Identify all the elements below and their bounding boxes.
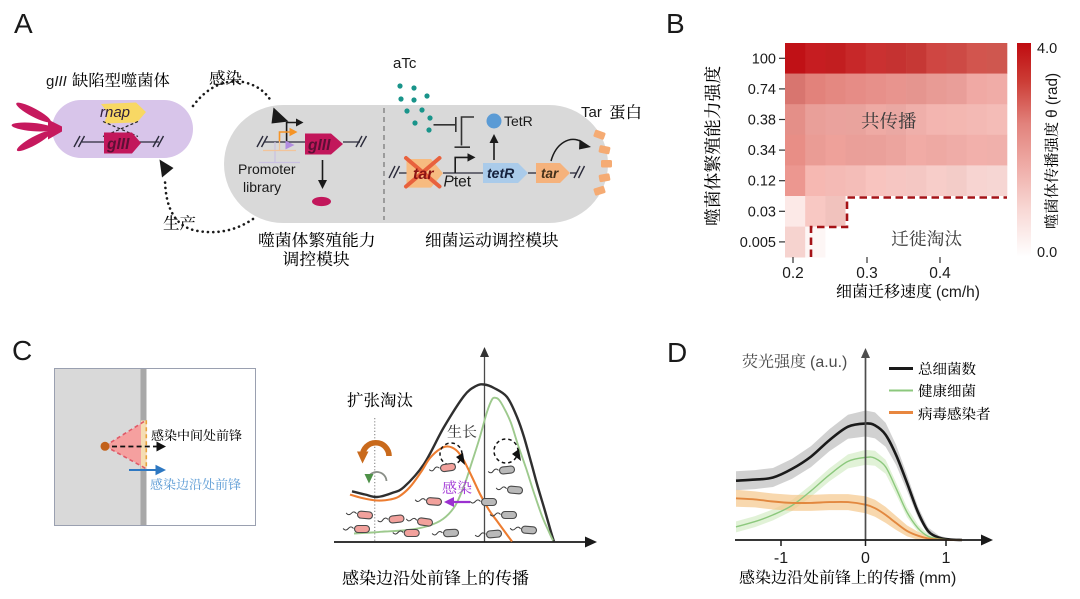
svg-text:(a.u.): (a.u.) <box>810 354 847 371</box>
svg-text:D: D <box>667 337 687 368</box>
svg-text:B: B <box>666 8 685 39</box>
svg-text:0: 0 <box>861 550 870 567</box>
svg-text:gIII: gIII <box>307 137 331 154</box>
svg-text:Promoter: Promoter <box>238 161 296 177</box>
svg-text:library: library <box>243 179 281 195</box>
svg-text:gIII: gIII <box>46 73 67 90</box>
svg-text:0.38: 0.38 <box>748 113 776 129</box>
svg-text:0.4: 0.4 <box>929 265 951 282</box>
svg-text:(mm): (mm) <box>919 570 956 587</box>
svg-text:Tar: Tar <box>581 104 602 121</box>
svg-text:0.74: 0.74 <box>748 82 776 98</box>
svg-text:1: 1 <box>942 550 951 567</box>
svg-text:100: 100 <box>752 51 776 67</box>
svg-text:0.0: 0.0 <box>1037 245 1057 261</box>
svg-text:0.03: 0.03 <box>748 204 776 220</box>
svg-text:A: A <box>14 8 33 39</box>
svg-text:rnap: rnap <box>100 104 130 121</box>
svg-text:4.0: 4.0 <box>1037 41 1057 57</box>
svg-text:0.34: 0.34 <box>748 143 776 159</box>
svg-text:-1: -1 <box>774 550 788 567</box>
svg-text:0.3: 0.3 <box>856 265 878 282</box>
svg-text:tar: tar <box>541 166 559 181</box>
svg-text:aTc: aTc <box>393 55 417 72</box>
svg-text:Ptet: Ptet <box>444 174 472 191</box>
svg-text:C: C <box>12 335 32 366</box>
svg-text:gIII: gIII <box>106 136 130 153</box>
svg-text:tetR: tetR <box>487 165 515 181</box>
svg-text:θ (rad): θ (rad) <box>1044 73 1061 118</box>
svg-text:0.12: 0.12 <box>748 174 776 190</box>
svg-text:0.2: 0.2 <box>782 265 804 282</box>
svg-text:TetR: TetR <box>504 113 533 129</box>
svg-text:tar: tar <box>413 166 434 183</box>
svg-text:0.005: 0.005 <box>740 235 776 251</box>
svg-text:(cm/h): (cm/h) <box>936 284 980 301</box>
